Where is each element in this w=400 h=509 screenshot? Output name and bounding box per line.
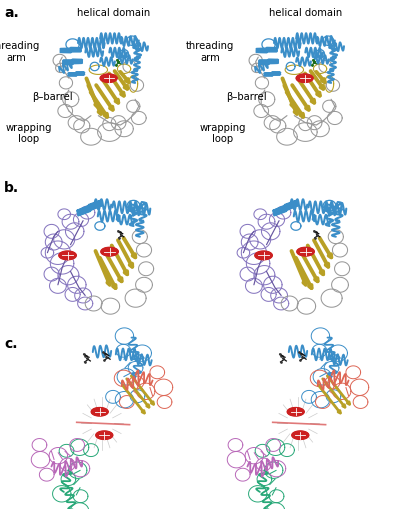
Polygon shape bbox=[91, 408, 108, 416]
Text: c.: c. bbox=[4, 337, 18, 351]
Polygon shape bbox=[292, 431, 309, 439]
Text: threading
arm: threading arm bbox=[186, 41, 234, 63]
Text: wrapping
loop: wrapping loop bbox=[199, 123, 246, 144]
Text: helical domain: helical domain bbox=[77, 8, 151, 18]
Text: threading
arm: threading arm bbox=[0, 41, 40, 63]
Polygon shape bbox=[96, 431, 113, 439]
Polygon shape bbox=[287, 408, 304, 416]
Text: β–barrel: β–barrel bbox=[226, 92, 267, 102]
Polygon shape bbox=[297, 247, 314, 256]
Polygon shape bbox=[296, 74, 313, 82]
Text: wrapping
loop: wrapping loop bbox=[6, 123, 52, 144]
Polygon shape bbox=[255, 251, 272, 260]
Text: β–barrel: β–barrel bbox=[32, 92, 73, 102]
Polygon shape bbox=[100, 74, 117, 82]
Text: b.: b. bbox=[4, 181, 19, 195]
Polygon shape bbox=[59, 251, 76, 260]
Text: helical domain: helical domain bbox=[269, 8, 343, 18]
Text: a.: a. bbox=[4, 6, 19, 20]
Polygon shape bbox=[101, 247, 118, 256]
